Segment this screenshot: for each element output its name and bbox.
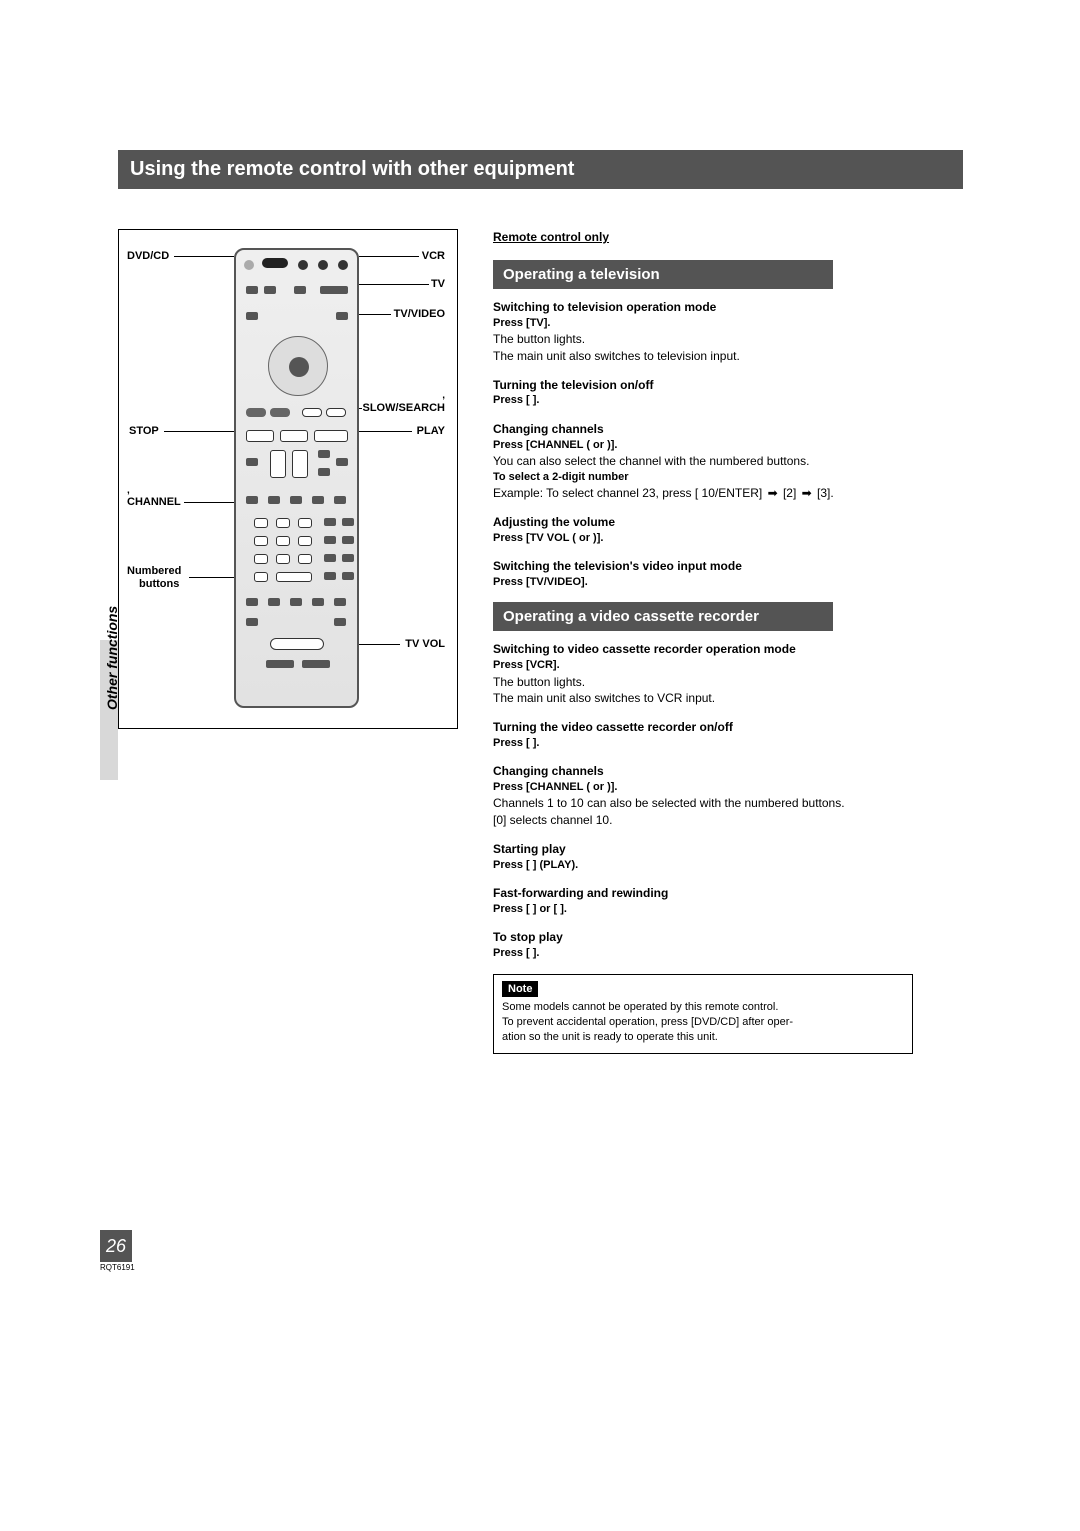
callout-tv: TV [431, 278, 445, 290]
s1-p1-l1: Press [TV]. [493, 316, 963, 331]
s1-p2-l1: Press [ ]. [493, 393, 963, 408]
callout-numbered2: buttons [139, 578, 179, 590]
s1-p3-head: Changing channels [493, 421, 963, 438]
doc-code: RQT6191 [100, 1263, 135, 1272]
s2-p2-l1: Press [ ]. [493, 736, 963, 751]
text-column: Remote control only Operating a televisi… [493, 229, 963, 1054]
page-title: Using the remote control with other equi… [118, 150, 963, 189]
section-header-tv: Operating a television [493, 260, 833, 289]
s1-p3-l1: Press [CHANNEL ( or )]. [493, 438, 963, 453]
section-header-vcr: Operating a video cassette recorder [493, 602, 833, 631]
callout-vcr: VCR [422, 250, 445, 262]
s2-p1-head: Switching to video cassette recorder ope… [493, 641, 963, 658]
s2-p3-head: Changing channels [493, 763, 963, 780]
s1-p1-l2: The button lights. [493, 331, 963, 348]
note-l1: Some models cannot be operated by this r… [502, 1000, 904, 1015]
callout-stop: STOP [129, 425, 159, 437]
s2-p3-l2: Channels 1 to 10 can also be selected wi… [493, 795, 963, 812]
note-box: Note Some models cannot be operated by t… [493, 974, 913, 1054]
s2-p5-l1: Press [ ] or [ ]. [493, 902, 963, 917]
s2-p4-l1: Press [ ] (PLAY). [493, 858, 963, 873]
s2-p5-head: Fast-forwarding and rewinding [493, 885, 963, 902]
callout-channel: CHANNEL [127, 496, 181, 508]
note-l2: To prevent accidental operation, press [… [502, 1015, 904, 1030]
s1-p4-l1: Press [TV VOL ( or )]. [493, 531, 963, 546]
s1-p4-head: Adjusting the volume [493, 514, 963, 531]
note-l3: ation so the unit is ready to operate th… [502, 1030, 904, 1045]
callout-channel-prefix: , [127, 485, 130, 496]
s2-p2-head: Turning the video cassette recorder on/o… [493, 719, 963, 736]
s2-p1-l1: Press [VCR]. [493, 658, 963, 673]
s2-p6-head: To stop play [493, 929, 963, 946]
remote-outline [234, 248, 359, 708]
callout-tvvideo: TV/VIDEO [394, 308, 445, 320]
s1-p3-l3: To select a 2-digit number [493, 470, 963, 485]
callout-play: PLAY [417, 425, 445, 437]
remote-diagram: DVD/CD STOP , CHANNEL Numbered buttons V… [118, 229, 473, 1054]
s2-p4-head: Starting play [493, 841, 963, 858]
callout-tvvol: TV VOL [405, 638, 445, 650]
s2-p6-l1: Press [ ]. [493, 946, 963, 961]
s1-p1-l3: The main unit also switches to televisio… [493, 348, 963, 365]
note-tag: Note [502, 981, 538, 998]
s1-p1-head: Switching to television operation mode [493, 299, 963, 316]
callout-dvdcd: DVD/CD [127, 250, 169, 262]
s2-p3-l1: Press [CHANNEL ( or )]. [493, 780, 963, 795]
page-number: 26 [100, 1230, 132, 1262]
s1-p3-l4: Example: To select channel 23, press [ 1… [493, 485, 963, 502]
s1-p3-l2: You can also select the channel with the… [493, 453, 963, 470]
s2-p1-l3: The main unit also switches to VCR input… [493, 690, 963, 707]
s1-p5-l1: Press [TV/VIDEO]. [493, 575, 963, 590]
callout-slowsearch: SLOW/SEARCH [363, 402, 446, 414]
s2-p1-l2: The button lights. [493, 674, 963, 691]
s1-p5-head: Switching the television's video input m… [493, 558, 963, 575]
s1-p2-head: Turning the television on/off [493, 377, 963, 394]
callout-numbered1: Numbered [127, 565, 181, 577]
remote-control-only-label: Remote control only [493, 229, 963, 246]
callout-slow-prefix: , [442, 390, 445, 401]
s2-p3-l3: [0] selects channel 10. [493, 812, 963, 829]
